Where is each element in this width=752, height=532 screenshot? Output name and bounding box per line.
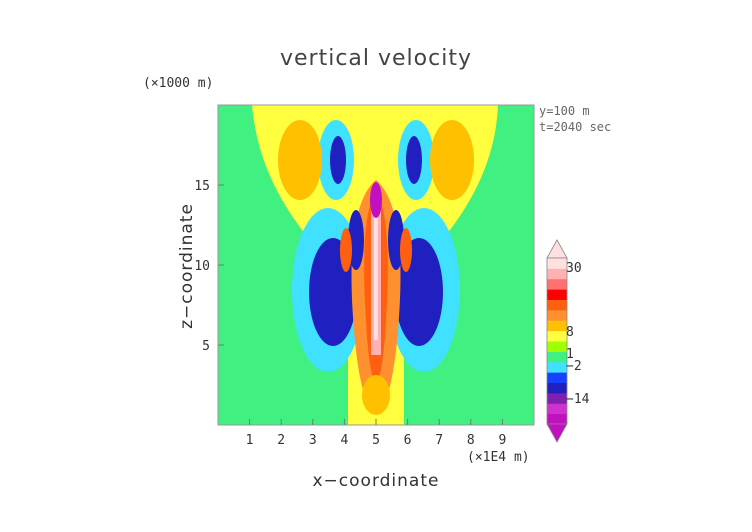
x-axis-label: x−coordinate xyxy=(312,471,440,491)
y-axis-ticks: 5 10 15 xyxy=(194,179,224,354)
colorbar-bottom-arrow xyxy=(546,423,568,443)
x-tick-label: 5 xyxy=(372,433,380,448)
x-tick-label: 7 xyxy=(435,433,443,448)
x-tick-label: 9 xyxy=(498,433,506,448)
colorbar-segment xyxy=(547,413,567,425)
colorbar-segment xyxy=(547,372,567,383)
colorbar-label-30: 30 xyxy=(566,261,582,276)
upper-left-orange xyxy=(278,120,322,200)
right-inner-blue xyxy=(388,210,404,270)
x-tick-label: 2 xyxy=(277,433,285,448)
colorbar-segment xyxy=(547,309,567,321)
colorbar xyxy=(546,239,568,443)
colorbar-segment xyxy=(547,258,567,269)
colorbar-segment xyxy=(547,341,567,352)
upper-right-orange xyxy=(430,120,474,200)
central-white-updraft xyxy=(374,200,378,340)
colorbar-segment xyxy=(547,268,567,280)
colorbar-segment xyxy=(547,330,567,342)
x-axis-unit: (×1E4 m) xyxy=(467,450,530,465)
colorbar-segment xyxy=(547,351,567,363)
colorbar-segment xyxy=(547,278,567,290)
annotation-y-position: y=100 m xyxy=(539,104,590,118)
right-inner-red xyxy=(400,228,412,272)
colorbar-label-1: 1 xyxy=(566,347,574,362)
colorbar-label-minus14: −14 xyxy=(566,392,590,407)
lower-orange-tail xyxy=(362,375,390,415)
colorbar-segment xyxy=(547,289,567,300)
colorbar-segment xyxy=(547,320,567,332)
y-tick-label: 5 xyxy=(202,339,210,354)
x-axis-ticks: 1 2 3 4 5 6 7 8 9 xyxy=(246,419,506,448)
x-tick-label: 6 xyxy=(404,433,412,448)
upper-left-blue xyxy=(330,136,346,184)
annotation-time: t=2040 sec xyxy=(539,120,612,134)
colorbar-top-arrow xyxy=(546,239,568,259)
colorbar-label-minus2: −2 xyxy=(566,359,582,374)
chart-title: vertical velocity xyxy=(279,46,472,71)
colorbar-segment xyxy=(547,392,567,404)
contour-field xyxy=(218,105,534,425)
colorbar-label-8: 8 xyxy=(566,325,574,340)
left-inner-red xyxy=(340,228,352,272)
y-tick-label: 10 xyxy=(194,259,210,274)
x-tick-label: 8 xyxy=(467,433,475,448)
left-inner-blue xyxy=(348,210,364,270)
y-tick-label: 15 xyxy=(194,179,210,194)
colorbar-segment xyxy=(547,403,567,415)
x-tick-label: 3 xyxy=(309,433,317,448)
top-magenta-core xyxy=(370,182,382,218)
x-tick-label: 1 xyxy=(246,433,254,448)
colorbar-segment xyxy=(547,382,567,394)
upper-right-blue xyxy=(406,136,422,184)
y-axis-unit: (×1000 m) xyxy=(143,76,214,91)
colorbar-segment xyxy=(547,299,567,311)
x-tick-label: 4 xyxy=(340,433,348,448)
colorbar-segment xyxy=(547,361,567,373)
